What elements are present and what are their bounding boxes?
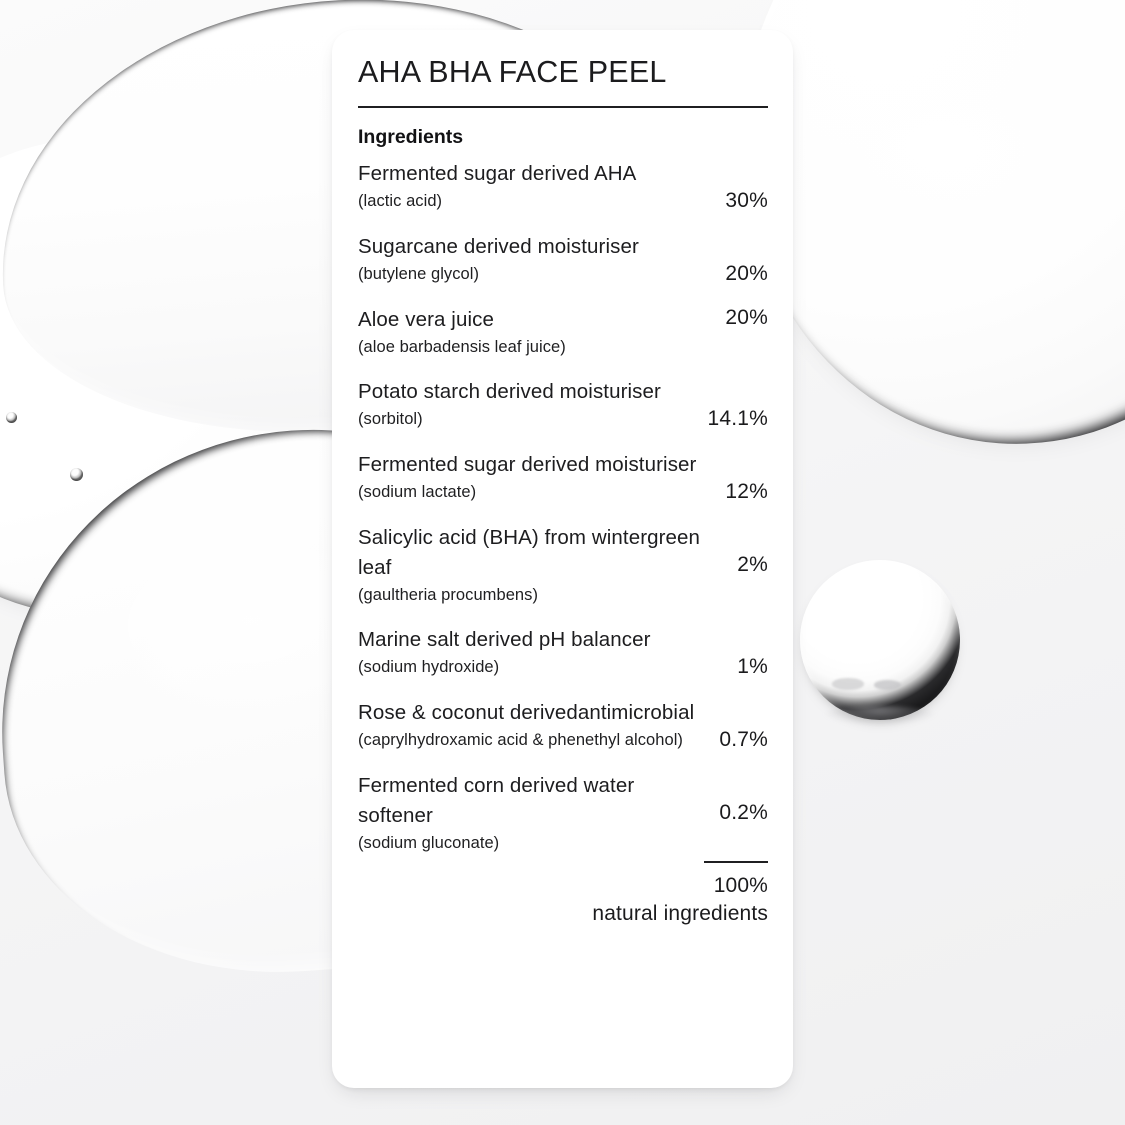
ingredient-inci-name: (caprylhydroxamic acid & phenethyl alcoh… bbox=[358, 730, 683, 749]
ingredient-common-name: Salicylic acid (BHA) from wintergreen le… bbox=[358, 526, 701, 579]
title-divider bbox=[358, 105, 768, 108]
ingredient-common-name: Fermented sugar derived moisturiser bbox=[358, 453, 697, 476]
ingredient-row: Potato starch derived moisturiser (sorbit… bbox=[358, 377, 768, 431]
ingredient-percent: 20% bbox=[725, 305, 768, 329]
ingredient-inci-name: (butylene glycol) bbox=[358, 264, 479, 283]
ingredient-name-group: Fermented sugar derived moisturiser (sodi… bbox=[358, 450, 725, 503]
ingredient-common-name: Rose & coconut derivedantimicrobial bbox=[358, 700, 695, 724]
ingredient-common-name: Fermented sugar derived AHA bbox=[358, 161, 637, 185]
total-percent: 100% bbox=[713, 873, 768, 897]
ingredient-inci-name: (gaultheria procumbens) bbox=[358, 585, 538, 604]
ingredient-name-group: Salicylic acid (BHA) from wintergreen le… bbox=[358, 523, 737, 606]
ingredient-common-name: Sugarcane derived moisturiser bbox=[358, 234, 639, 258]
water-sphere-droplet bbox=[800, 560, 960, 720]
ingredient-common-name: Marine salt derived pH balancer bbox=[358, 627, 651, 651]
ingredient-name-group: Rose & coconut derivedantimicrobial (capr… bbox=[358, 698, 719, 751]
ingredient-percent: 1% bbox=[737, 654, 768, 678]
ingredient-common-name: Aloe vera juice bbox=[358, 307, 494, 331]
ingredient-inci-name: (lactic acid) bbox=[358, 191, 443, 210]
ingredient-percent: 14.1% bbox=[707, 407, 768, 430]
total-divider bbox=[704, 860, 768, 863]
ingredient-inci-name: (sodium gluconate) bbox=[358, 833, 500, 852]
ingredient-name-group: Sugarcane derived moisturiser (butylene g… bbox=[358, 232, 725, 285]
ingredient-name-group: Fermented sugar derived AHA (lactic acid) bbox=[358, 159, 725, 212]
ingredient-percent: 30% bbox=[725, 188, 768, 212]
ingredient-list: Fermented sugar derived AHA (lactic acid)… bbox=[358, 159, 768, 854]
ingredient-percent: 0.2% bbox=[719, 800, 768, 824]
ingredient-percent: 12% bbox=[725, 480, 768, 503]
ingredient-name-group: Marine salt derived pH balancer (sodium h… bbox=[358, 625, 737, 678]
product-title: AHA BHA FACE PEEL bbox=[358, 55, 667, 89]
ingredient-total: 100% natural ingredients bbox=[358, 860, 768, 928]
air-bubble bbox=[70, 468, 83, 481]
air-bubble bbox=[6, 412, 17, 423]
ingredients-heading: Ingredients bbox=[358, 125, 464, 148]
ingredient-percent: 20% bbox=[725, 261, 768, 285]
ingredient-name-group: Aloe vera juice (aloe barbadensis leaf ju… bbox=[358, 305, 725, 358]
ingredient-inci-name: (sodium hydroxide) bbox=[358, 657, 500, 676]
ingredient-row: Fermented corn derived water softener (so… bbox=[358, 771, 768, 854]
ingredient-inci-name: (sorbitol) bbox=[358, 409, 423, 428]
ingredient-common-name: Fermented corn derived water softener bbox=[358, 773, 635, 827]
ingredient-row: Fermented sugar derived AHA (lactic acid)… bbox=[358, 159, 768, 213]
ingredient-inci-name: (sodium lactate) bbox=[358, 482, 477, 501]
total-label: natural ingredients bbox=[592, 902, 768, 926]
ingredient-row: Sugarcane derived moisturiser (butylene g… bbox=[358, 232, 768, 286]
ingredient-inci-name: (aloe barbadensis leaf juice) bbox=[358, 337, 566, 356]
ingredient-row: Salicylic acid (BHA) from wintergreen le… bbox=[358, 523, 768, 606]
droplet-contact-shadow bbox=[818, 706, 942, 732]
ingredient-row: Rose & coconut derivedantimicrobial (capr… bbox=[358, 698, 768, 752]
ingredient-row: Fermented sugar derived moisturiser (sodi… bbox=[358, 450, 768, 504]
ingredient-card: AHA BHA FACE PEEL Ingredients Fermented … bbox=[332, 30, 793, 1088]
ingredient-name-group: Fermented corn derived water softener (so… bbox=[358, 771, 719, 854]
ingredient-percent: 0.7% bbox=[719, 727, 768, 751]
ingredient-row: Marine salt derived pH balancer (sodium h… bbox=[358, 625, 768, 679]
ingredient-name-group: Potato starch derived moisturiser (sorbit… bbox=[358, 377, 707, 430]
ingredient-percent: 2% bbox=[737, 553, 768, 576]
ingredient-row: Aloe vera juice (aloe barbadensis leaf ju… bbox=[358, 305, 768, 358]
ingredient-common-name: Potato starch derived moisturiser bbox=[358, 380, 661, 403]
